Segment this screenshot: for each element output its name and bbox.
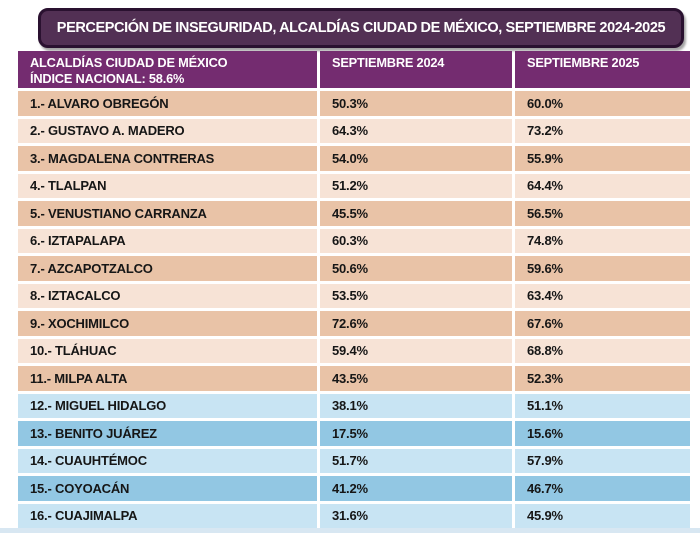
bottom-strip bbox=[0, 528, 700, 533]
sep2025-value-cell: 46.7% bbox=[515, 476, 690, 501]
alcaldia-name-cell: 10.- TLÁHUAC bbox=[18, 338, 317, 363]
sep2025-value-cell: 64.4% bbox=[515, 173, 690, 198]
sep2025-value-cell: 55.9% bbox=[515, 146, 690, 171]
sep2025-value-cell: 74.8% bbox=[515, 228, 690, 253]
sep2024-value-cell: 51.2% bbox=[320, 173, 512, 198]
table-row: 1.- ALVARO OBREGÓN 50.3% 60.0% bbox=[18, 91, 690, 116]
alcaldia-name-cell: 15.- COYOACÁN bbox=[18, 476, 317, 501]
alcaldia-name-cell: 14.- CUAUHTÉMOC bbox=[18, 448, 317, 473]
sep2024-value-cell: 50.6% bbox=[320, 256, 512, 281]
table-row: 9.- XOCHIMILCO 72.6% 67.6% bbox=[18, 311, 690, 336]
sep2024-value-cell: 45.5% bbox=[320, 201, 512, 226]
alcaldia-name-cell: 4.- TLALPAN bbox=[18, 173, 317, 198]
alcaldia-name-cell: 2.- GUSTAVO A. MADERO bbox=[18, 118, 317, 143]
table-header-row: ALCALDÍAS CIUDAD DE MÉXICO ÍNDICE NACION… bbox=[18, 51, 690, 88]
header-national-index: ÍNDICE NACIONAL: 58.6% bbox=[30, 70, 185, 86]
table-row: 5.- VENUSTIANO CARRANZA 45.5% 56.5% bbox=[18, 201, 690, 226]
alcaldia-name-cell: 9.- XOCHIMILCO bbox=[18, 311, 317, 336]
sep2024-value-cell: 53.5% bbox=[320, 283, 512, 308]
table-row: 8.- IZTACALCO 53.5% 63.4% bbox=[18, 283, 690, 308]
table-row: 3.- MAGDALENA CONTRERAS 54.0% 55.9% bbox=[18, 146, 690, 171]
table-row: 13.- BENITO JUÁREZ 17.5% 15.6% bbox=[18, 421, 690, 446]
sep2025-value-cell: 45.9% bbox=[515, 503, 690, 528]
table-row: 16.- CUAJIMALPA 31.6% 45.9% bbox=[18, 503, 690, 528]
table-row: 4.- TLALPAN 51.2% 64.4% bbox=[18, 173, 690, 198]
alcaldia-name-cell: 1.- ALVARO OBREGÓN bbox=[18, 91, 317, 116]
table-row: 12.- MIGUEL HIDALGO 38.1% 51.1% bbox=[18, 393, 690, 418]
table-row: 10.- TLÁHUAC 59.4% 68.8% bbox=[18, 338, 690, 363]
sep2024-value-cell: 64.3% bbox=[320, 118, 512, 143]
alcaldia-name-cell: 7.- AZCAPOTZALCO bbox=[18, 256, 317, 281]
header-cell-alcaldias: ALCALDÍAS CIUDAD DE MÉXICO ÍNDICE NACION… bbox=[18, 51, 317, 88]
alcaldia-name-cell: 11.- MILPA ALTA bbox=[18, 366, 317, 391]
table-body: 1.- ALVARO OBREGÓN 50.3% 60.0% 2.- GUSTA… bbox=[18, 91, 690, 528]
sep2025-value-cell: 63.4% bbox=[515, 283, 690, 308]
sep2024-value-cell: 41.2% bbox=[320, 476, 512, 501]
sep2024-value-cell: 17.5% bbox=[320, 421, 512, 446]
table-row: 6.- IZTAPALAPA 60.3% 74.8% bbox=[18, 228, 690, 253]
sep2025-value-cell: 15.6% bbox=[515, 421, 690, 446]
sep2024-value-cell: 38.1% bbox=[320, 393, 512, 418]
table-row: 7.- AZCAPOTZALCO 50.6% 59.6% bbox=[18, 256, 690, 281]
page-title: PERCEPCIÓN DE INSEGURIDAD, ALCALDÍAS CIU… bbox=[56, 20, 666, 36]
table-row: 14.- CUAUHTÉMOC 51.7% 57.9% bbox=[18, 448, 690, 473]
sep2025-value-cell: 60.0% bbox=[515, 91, 690, 116]
alcaldia-name-cell: 12.- MIGUEL HIDALGO bbox=[18, 393, 317, 418]
alcaldia-name-cell: 5.- VENUSTIANO CARRANZA bbox=[18, 201, 317, 226]
sep2024-value-cell: 60.3% bbox=[320, 228, 512, 253]
sep2025-value-cell: 57.9% bbox=[515, 448, 690, 473]
header-alcaldias-label: ALCALDÍAS CIUDAD DE MÉXICO bbox=[30, 55, 228, 70]
sep2025-value-cell: 68.8% bbox=[515, 338, 690, 363]
sep2025-value-cell: 52.3% bbox=[515, 366, 690, 391]
table-row: 2.- GUSTAVO A. MADERO 64.3% 73.2% bbox=[18, 118, 690, 143]
sep2024-value-cell: 50.3% bbox=[320, 91, 512, 116]
title-bar: PERCEPCIÓN DE INSEGURIDAD, ALCALDÍAS CIU… bbox=[38, 8, 684, 48]
sep2024-value-cell: 31.6% bbox=[320, 503, 512, 528]
alcaldia-name-cell: 8.- IZTACALCO bbox=[18, 283, 317, 308]
header-cell-septiembre-2024: SEPTIEMBRE 2024 bbox=[320, 51, 512, 88]
sep2025-value-cell: 51.1% bbox=[515, 393, 690, 418]
sep2024-value-cell: 72.6% bbox=[320, 311, 512, 336]
sep2024-value-cell: 43.5% bbox=[320, 366, 512, 391]
insecurity-table: ALCALDÍAS CIUDAD DE MÉXICO ÍNDICE NACION… bbox=[18, 51, 690, 531]
alcaldia-name-cell: 3.- MAGDALENA CONTRERAS bbox=[18, 146, 317, 171]
sep2024-value-cell: 54.0% bbox=[320, 146, 512, 171]
header-cell-septiembre-2025: SEPTIEMBRE 2025 bbox=[515, 51, 690, 88]
alcaldia-name-cell: 13.- BENITO JUÁREZ bbox=[18, 421, 317, 446]
sep2025-value-cell: 73.2% bbox=[515, 118, 690, 143]
sep2024-value-cell: 51.7% bbox=[320, 448, 512, 473]
sep2025-value-cell: 56.5% bbox=[515, 201, 690, 226]
sep2024-value-cell: 59.4% bbox=[320, 338, 512, 363]
alcaldia-name-cell: 16.- CUAJIMALPA bbox=[18, 503, 317, 528]
table-row: 11.- MILPA ALTA 43.5% 52.3% bbox=[18, 366, 690, 391]
alcaldia-name-cell: 6.- IZTAPALAPA bbox=[18, 228, 317, 253]
sep2025-value-cell: 59.6% bbox=[515, 256, 690, 281]
table-row: 15.- COYOACÁN 41.2% 46.7% bbox=[18, 476, 690, 501]
sep2025-value-cell: 67.6% bbox=[515, 311, 690, 336]
